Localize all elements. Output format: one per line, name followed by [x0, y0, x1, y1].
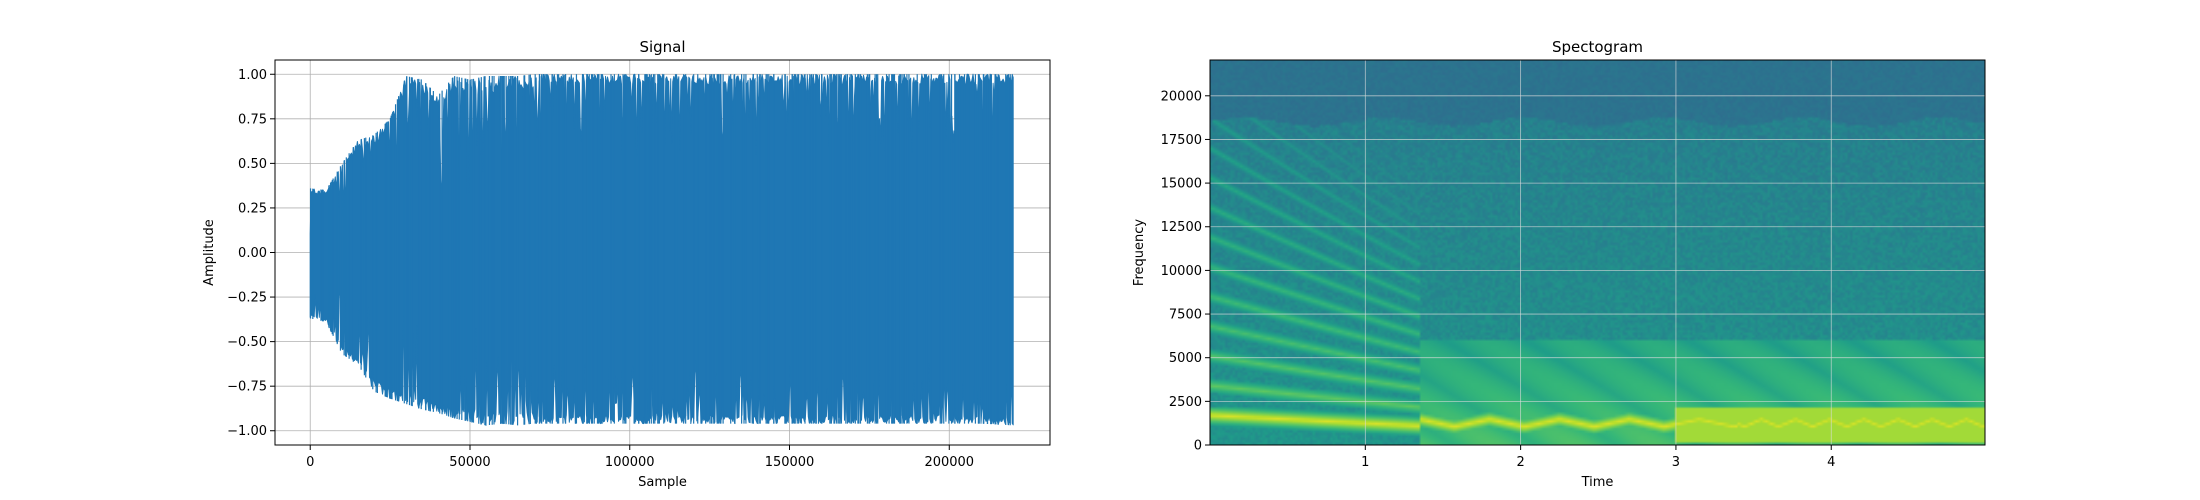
spectrogram-y-ticks: 0 2500 5000 7500 10000 12500 15000 17500 20000: [1161, 89, 1210, 454]
y-tick-label: 17500: [1161, 133, 1202, 148]
y-tick-label: 20000: [1161, 89, 1202, 104]
x-tick-label: 2: [1516, 455, 1524, 470]
signal-y-label: Amplitude: [202, 219, 217, 286]
x-tick-label: 0: [306, 455, 314, 470]
y-tick-label: 0.00: [238, 246, 267, 261]
y-tick-label: 0.50: [238, 157, 267, 172]
y-tick-label: 10000: [1161, 264, 1202, 279]
y-tick-label: 0.75: [238, 112, 267, 127]
x-tick-label: 200000: [924, 455, 974, 470]
spectrogram-plot: [1210, 60, 1985, 445]
y-tick-label: 15000: [1161, 177, 1202, 192]
spectrogram-y-label: Frequency: [1132, 219, 1147, 286]
spectrogram-title: Spectogram: [1552, 38, 1643, 56]
x-tick-label: 1: [1361, 455, 1369, 470]
y-tick-label: 0: [1194, 439, 1202, 454]
spectrogram-axes-frame: [1209, 59, 1986, 446]
x-tick-label: 150000: [765, 455, 815, 470]
spectrogram-image: [1210, 60, 1985, 445]
y-tick-label: −0.50: [227, 335, 267, 350]
signal-plot: [309, 73, 1014, 426]
y-tick-label: 0.25: [238, 201, 267, 216]
signal-y-ticks: −1.00 −0.75 −0.50 −0.25 0.00 0.25 0.50 0.75 1.00: [227, 68, 275, 439]
y-tick-label: 2500: [1169, 395, 1202, 410]
y-tick-label: 7500: [1169, 308, 1202, 323]
y-tick-label: 12500: [1161, 220, 1202, 235]
spectrogram-grid: [1210, 60, 1985, 446]
x-tick-label: 3: [1672, 455, 1680, 470]
y-tick-label: −0.25: [227, 291, 267, 306]
signal-chart: 0 50000 100000 150000 200000 −1.00 −0.75 −0.50…: [202, 38, 1051, 490]
y-tick-label: −0.75: [227, 380, 267, 395]
y-tick-label: −1.00: [227, 424, 267, 439]
spectrogram-x-ticks: 1 2 3 4: [1361, 445, 1835, 470]
x-tick-label: 50000: [449, 455, 490, 470]
signal-x-ticks: 0 50000 100000 150000 200000: [306, 445, 974, 470]
signal-x-label: Sample: [638, 475, 687, 490]
spectrogram-chart: 1 2 3 4 0 2500 5000 7500 10000 12500 15000 17500 20…: [1132, 38, 1986, 490]
x-tick-label: 4: [1827, 455, 1835, 470]
spectrogram-x-label: Time: [1581, 475, 1614, 490]
signal-waveform: [309, 73, 1014, 426]
y-tick-label: 1.00: [238, 68, 267, 83]
x-tick-label: 100000: [605, 455, 655, 470]
signal-title: Signal: [639, 38, 685, 56]
y-tick-label: 5000: [1169, 351, 1202, 366]
